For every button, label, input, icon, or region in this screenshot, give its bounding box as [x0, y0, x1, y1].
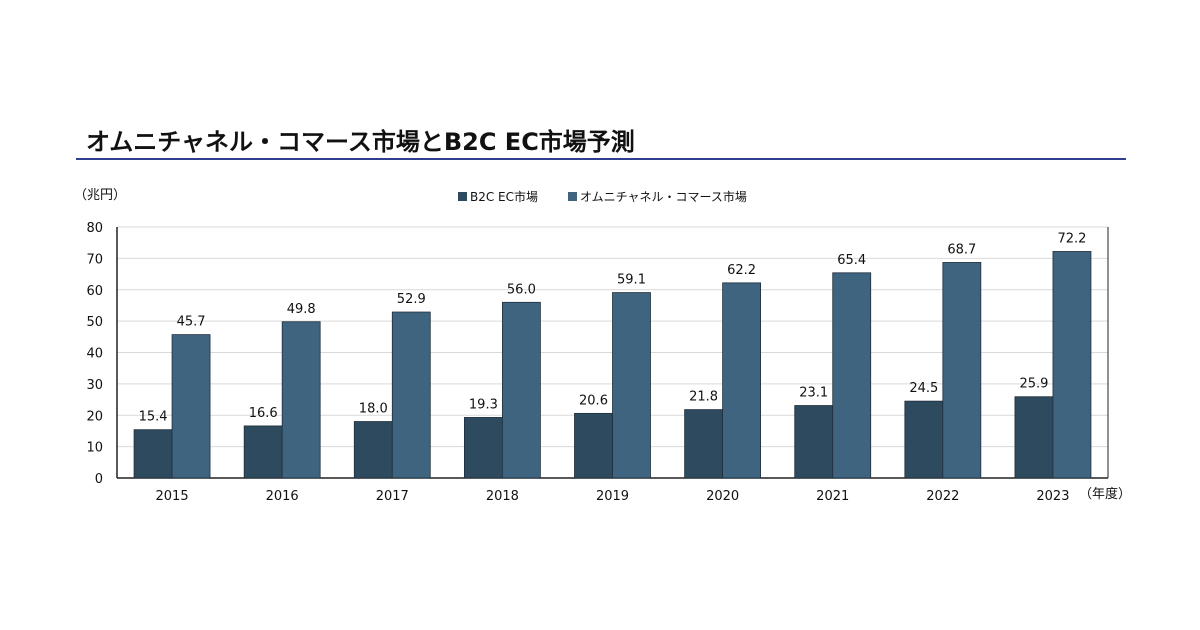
omni-bar — [942, 262, 982, 479]
x-tick-label: 2023 — [1036, 489, 1069, 504]
omni-value-label: 62.2 — [727, 263, 756, 278]
b2c-value-label: 18.0 — [359, 402, 388, 417]
omni-value-label: 45.7 — [177, 315, 206, 330]
b2c-bar — [684, 409, 724, 479]
title-underline — [76, 158, 1126, 160]
b2c-bar — [574, 412, 613, 479]
x-tick-label: 2015 — [156, 489, 189, 504]
y-tick-label: 20 — [86, 409, 103, 424]
y-tick-label: 60 — [86, 284, 103, 299]
b2c-bar — [133, 429, 173, 479]
legend-swatch-b2c — [458, 192, 467, 201]
omni-bar — [171, 334, 211, 479]
legend-swatch-omni — [568, 192, 577, 201]
b2c-value-label: 19.3 — [469, 397, 498, 412]
b2c-bar — [243, 425, 283, 479]
omni-value-label: 59.1 — [617, 273, 646, 288]
omni-bar — [832, 272, 872, 479]
omni-value-label: 72.2 — [1057, 231, 1086, 246]
omni-bar — [391, 311, 431, 479]
omni-bar — [1052, 251, 1092, 479]
b2c-bar — [794, 405, 834, 479]
x-tick-label: 2017 — [376, 489, 409, 504]
b2c-value-label: 20.6 — [579, 393, 608, 408]
b2c-bar — [463, 417, 503, 479]
omni-bar — [612, 292, 651, 479]
x-tick-label: 2018 — [486, 489, 519, 504]
omni-value-label: 49.8 — [287, 302, 316, 317]
x-tick-label: 2016 — [266, 489, 299, 504]
omni-bar — [281, 321, 321, 479]
y-tick-label: 80 — [86, 221, 103, 236]
y-tick-label: 10 — [86, 441, 103, 456]
omni-bar — [722, 282, 762, 479]
chart-title: オムニチャネル・コマース市場とB2C EC市場予測 — [86, 128, 635, 156]
omni-value-label: 52.9 — [397, 292, 426, 307]
y-tick-label: 70 — [86, 252, 103, 267]
b2c-value-label: 16.6 — [249, 406, 278, 421]
x-axis-unit-label: （年度） — [1079, 486, 1131, 502]
y-tick-label: 30 — [86, 378, 103, 393]
legend-label-b2c: B2C EC市場 — [470, 189, 538, 204]
omni-value-label: 65.4 — [837, 253, 866, 268]
omni-value-label: 68.7 — [947, 242, 976, 257]
x-tick-label: 2019 — [596, 489, 629, 504]
x-tick-label: 2021 — [816, 489, 849, 504]
b2c-value-label: 15.4 — [139, 410, 168, 425]
x-tick-label: 2020 — [706, 489, 739, 504]
y-tick-label: 0 — [95, 472, 103, 487]
omni-bar — [501, 301, 541, 479]
b2c-bar — [1014, 396, 1054, 479]
y-axis-unit-label: （兆円） — [74, 188, 126, 203]
b2c-value-label: 21.8 — [689, 390, 718, 405]
b2c-bar — [904, 400, 944, 479]
x-tick-label: 2022 — [926, 489, 959, 504]
omni-value-label: 56.0 — [507, 282, 536, 297]
b2c-value-label: 24.5 — [909, 381, 938, 396]
b2c-bar — [353, 421, 393, 479]
legend-label-omni: オムニチャネル・コマース市場 — [580, 189, 747, 204]
b2c-value-label: 23.1 — [799, 386, 828, 401]
y-tick-label: 40 — [86, 347, 103, 362]
b2c-value-label: 25.9 — [1019, 377, 1048, 392]
y-tick-label: 50 — [86, 315, 103, 330]
